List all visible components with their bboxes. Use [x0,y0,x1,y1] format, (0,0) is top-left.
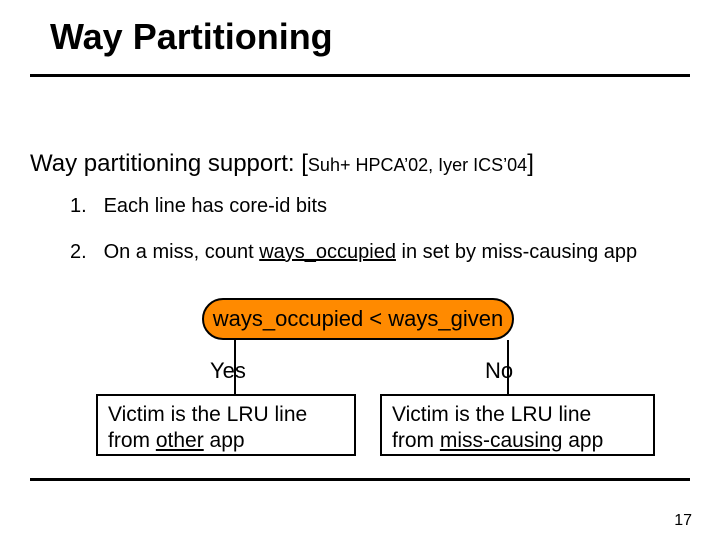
support-line: Way partitioning support: [Suh+ HPCA’02,… [30,150,534,178]
list-text: Each line has core-id bits [104,195,327,217]
list-number: 2. [70,238,98,266]
outcome-yes-line2-before: from [108,429,156,452]
outcome-yes-line2-after: app [204,429,245,452]
outcome-yes-line1: Victim is the LRU line [108,403,307,426]
branch-label-no: No [485,358,513,384]
list-text-underline: ways_occupied [259,241,396,263]
outcome-no-line2-underline: miss-causing [440,429,563,452]
support-suffix: ] [527,150,534,177]
slide-title: Way Partitioning [50,16,333,58]
list-text-before: On a miss, count [104,241,260,263]
list-item: 2. On a miss, count ways_occupied in set… [70,238,637,266]
branch-label-yes: Yes [210,358,246,384]
outcome-box-no: Victim is the LRU line from miss-causing… [380,394,655,456]
support-prefix: Way partitioning support: [ [30,150,308,177]
outcome-no-line2-after: app [562,429,603,452]
support-refs: Suh+ HPCA’02, Iyer ICS’04 [308,155,527,175]
list-text-after: in set by miss-causing app [396,241,637,263]
outcome-no-line1: Victim is the LRU line [392,403,591,426]
decision-label: ways_occupied < ways_given [213,306,503,331]
footer-rule [30,478,690,481]
outcome-yes-line2-underline: other [156,429,204,452]
decision-node: ways_occupied < ways_given [202,298,514,340]
list-number: 1. [70,192,98,220]
numbered-list: 1. Each line has core-id bits 2. On a mi… [70,192,637,284]
outcome-box-yes: Victim is the LRU line from other app [96,394,356,456]
outcome-no-line2-before: from [392,429,440,452]
title-underline [30,74,690,77]
page-number: 17 [674,512,692,530]
slide: Way Partitioning Way partitioning suppor… [0,0,720,540]
list-item: 1. Each line has core-id bits [70,192,637,220]
